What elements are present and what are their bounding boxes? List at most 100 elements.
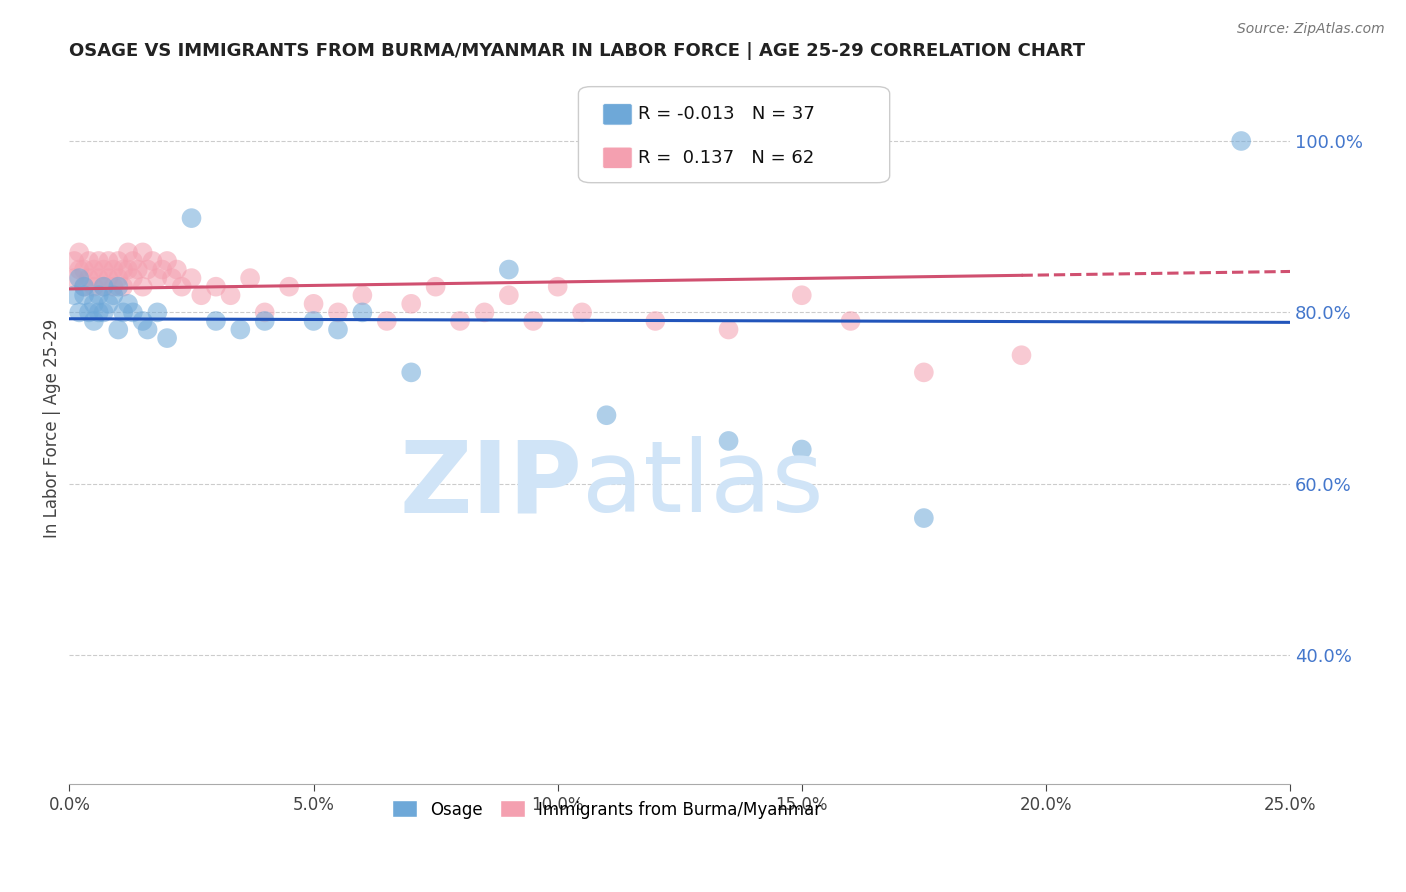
Point — [122, 254, 145, 268]
Point — [97, 254, 120, 268]
Legend: Osage, Immigrants from Burma/Myanmar: Osage, Immigrants from Burma/Myanmar — [385, 794, 828, 825]
Point — [117, 245, 139, 260]
FancyBboxPatch shape — [603, 103, 633, 125]
Point — [146, 305, 169, 319]
Point — [131, 314, 153, 328]
Point — [522, 314, 544, 328]
Point — [326, 305, 349, 319]
Point — [87, 271, 110, 285]
Point — [571, 305, 593, 319]
Point — [112, 305, 135, 319]
Point — [87, 254, 110, 268]
Point — [352, 288, 374, 302]
Point — [912, 365, 935, 379]
Point — [219, 288, 242, 302]
Point — [67, 262, 90, 277]
Point — [83, 314, 105, 328]
Point — [190, 288, 212, 302]
Point — [170, 279, 193, 293]
Point — [790, 288, 813, 302]
Point — [97, 271, 120, 285]
Point — [399, 365, 422, 379]
Point — [67, 271, 90, 285]
Point — [67, 245, 90, 260]
Point — [239, 271, 262, 285]
Point — [73, 279, 96, 293]
Point — [156, 331, 179, 345]
Point — [146, 271, 169, 285]
Point — [302, 314, 325, 328]
Point — [97, 297, 120, 311]
Point — [93, 279, 115, 293]
Point — [77, 254, 100, 268]
Point — [93, 279, 115, 293]
Point — [83, 279, 105, 293]
Point — [644, 314, 666, 328]
Point — [63, 254, 86, 268]
Point — [77, 305, 100, 319]
Point — [229, 322, 252, 336]
Point — [717, 322, 740, 336]
Point — [498, 288, 520, 302]
FancyBboxPatch shape — [578, 87, 890, 183]
Point — [166, 262, 188, 277]
Point — [141, 254, 163, 268]
Point — [595, 408, 617, 422]
Point — [122, 305, 145, 319]
Point — [77, 271, 100, 285]
Point — [136, 322, 159, 336]
FancyBboxPatch shape — [603, 147, 633, 169]
Point — [93, 262, 115, 277]
Point — [93, 305, 115, 319]
Point — [103, 288, 125, 302]
Point — [399, 297, 422, 311]
Point — [131, 279, 153, 293]
Point — [136, 262, 159, 277]
Point — [127, 262, 149, 277]
Text: OSAGE VS IMMIGRANTS FROM BURMA/MYANMAR IN LABOR FORCE | AGE 25-29 CORRELATION CH: OSAGE VS IMMIGRANTS FROM BURMA/MYANMAR I… — [69, 42, 1085, 60]
Point — [253, 305, 276, 319]
Point — [278, 279, 301, 293]
Text: R = -0.013   N = 37: R = -0.013 N = 37 — [638, 105, 815, 123]
Point — [73, 262, 96, 277]
Point — [790, 442, 813, 457]
Point — [73, 288, 96, 302]
Point — [717, 434, 740, 448]
Point — [117, 262, 139, 277]
Point — [839, 314, 862, 328]
Text: Source: ZipAtlas.com: Source: ZipAtlas.com — [1237, 22, 1385, 37]
Point — [253, 314, 276, 328]
Point — [103, 262, 125, 277]
Point — [83, 297, 105, 311]
Point — [326, 322, 349, 336]
Point — [205, 279, 228, 293]
Point — [117, 297, 139, 311]
Point — [912, 511, 935, 525]
Point — [122, 271, 145, 285]
Point — [103, 279, 125, 293]
Point — [352, 305, 374, 319]
Point — [180, 271, 202, 285]
Point — [87, 288, 110, 302]
Point — [112, 279, 135, 293]
Point — [547, 279, 569, 293]
Point — [302, 297, 325, 311]
Point — [150, 262, 173, 277]
Point — [107, 322, 129, 336]
Point — [83, 262, 105, 277]
Point — [474, 305, 496, 319]
Point — [160, 271, 183, 285]
Point — [67, 305, 90, 319]
Point — [112, 262, 135, 277]
Point — [107, 271, 129, 285]
Point — [107, 279, 129, 293]
Y-axis label: In Labor Force | Age 25-29: In Labor Force | Age 25-29 — [44, 318, 60, 538]
Text: atlas: atlas — [582, 436, 824, 533]
Point — [205, 314, 228, 328]
Point — [107, 254, 129, 268]
Point — [1011, 348, 1033, 362]
Point — [449, 314, 471, 328]
Point — [498, 262, 520, 277]
Point — [131, 245, 153, 260]
Point — [63, 288, 86, 302]
